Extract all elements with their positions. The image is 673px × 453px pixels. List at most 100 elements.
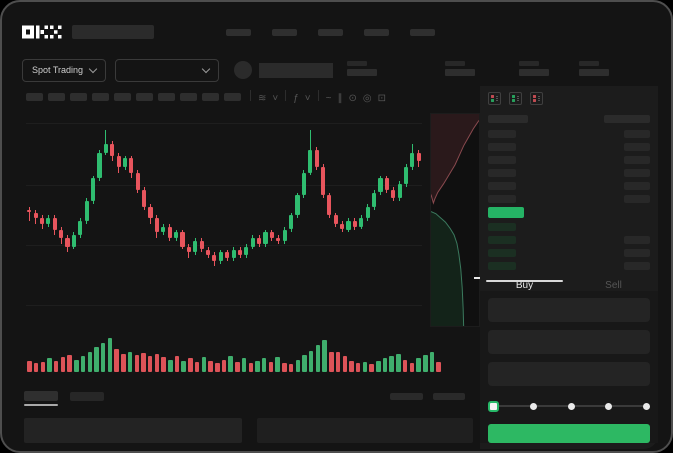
candle-body (333, 215, 338, 224)
market-type-selector[interactable]: Spot Trading (22, 58, 107, 82)
amount-input-placeholder[interactable] (488, 330, 650, 354)
orderbook-ask-row[interactable] (488, 166, 650, 179)
orderbook-ask-row[interactable] (488, 179, 650, 192)
volume-bar (194, 361, 200, 372)
tab-buy[interactable]: Buy (480, 280, 569, 291)
orderbook-ask-row[interactable] (488, 192, 650, 205)
slider-stop[interactable] (643, 402, 650, 410)
nav-item-placeholder[interactable] (364, 28, 389, 36)
ask-amount-placeholder (624, 168, 650, 177)
bottom-tab-placeholder[interactable] (70, 392, 104, 401)
line-tool-icon[interactable]: ~ (325, 93, 332, 104)
orderbook-bid-row[interactable] (488, 233, 650, 246)
volume-bar (302, 355, 307, 372)
bottom-action-placeholder[interactable] (433, 393, 465, 400)
candle-body (314, 149, 319, 167)
settings-icon[interactable]: ◎ (362, 93, 372, 104)
candle-body (186, 246, 191, 253)
orderbook-ask-row[interactable] (488, 140, 650, 153)
timeframe-placeholder[interactable] (92, 93, 109, 101)
orders-panel-placeholder (24, 418, 242, 443)
nav-item-placeholder[interactable] (272, 28, 297, 36)
candle-body (391, 189, 396, 199)
market-stat-placeholder (445, 61, 475, 76)
last-price-marker (474, 277, 483, 280)
slider-handle[interactable] (488, 400, 499, 412)
pair-name-placeholder (259, 62, 334, 78)
candle-style-icon[interactable]: ≋ (258, 93, 267, 104)
icon-top-segment (512, 95, 515, 98)
candlestick-chart[interactable] (26, 110, 422, 332)
timeframe-placeholder[interactable] (158, 93, 175, 101)
draw-tools-icon[interactable]: ∥ (337, 93, 343, 104)
volume-bar (396, 353, 401, 372)
tab-sell[interactable]: Sell (605, 280, 622, 291)
orderbook-bid-row[interactable] (488, 259, 650, 272)
timeframe-placeholder[interactable] (26, 93, 43, 101)
bottom-action-placeholder[interactable] (390, 393, 423, 400)
total-input-placeholder[interactable] (488, 362, 650, 386)
timeframe-placeholder[interactable] (180, 93, 197, 101)
volume-bar (94, 347, 99, 372)
volume-bar (161, 357, 166, 372)
icon-colorbar (533, 95, 536, 102)
chevron-down-icon[interactable]: ˅ (272, 93, 279, 104)
candle-body (212, 255, 217, 261)
timeframe-placeholder[interactable] (114, 93, 131, 101)
timeframe-placeholder[interactable] (48, 93, 65, 101)
volume-bar (275, 357, 280, 372)
candle-body (78, 221, 83, 236)
screenshot-icon[interactable]: ⊙ (348, 93, 357, 104)
amount-slider[interactable] (488, 398, 650, 414)
orderbook-bids (488, 220, 650, 272)
orderbook-asks-icon[interactable] (530, 92, 543, 105)
volume-bar (241, 358, 247, 372)
ask-amount-placeholder (624, 181, 650, 190)
orderbook-bids-icon[interactable] (509, 92, 522, 105)
volume-bar (121, 353, 126, 372)
indicators-icon[interactable]: ƒ (293, 93, 299, 104)
nav-item-placeholder[interactable] (318, 28, 343, 36)
volume-bar (288, 364, 294, 372)
volume-bar (261, 358, 267, 372)
candle-wick (28, 206, 30, 221)
buy-submit-button[interactable] (488, 424, 650, 443)
orderbook-view-toggles (488, 92, 650, 105)
slider-stop[interactable] (605, 402, 613, 410)
slider-stop[interactable] (567, 402, 575, 410)
chevron-down-icon[interactable]: ˅ (304, 93, 311, 104)
candle-body (250, 238, 255, 247)
nav-item-placeholder[interactable] (410, 28, 435, 36)
timeframe-placeholder[interactable] (70, 93, 87, 101)
volume-bar (134, 355, 139, 372)
timeframe-placeholder[interactable] (224, 93, 241, 101)
last-price-badge[interactable] (488, 207, 524, 218)
nav-item-placeholder[interactable] (226, 28, 251, 36)
orderbook-bid-row[interactable] (488, 220, 650, 233)
depth-bids-area (431, 211, 464, 326)
orderbook-bid-row[interactable] (488, 246, 650, 259)
orderbook-ask-row[interactable] (488, 153, 650, 166)
timeframe-placeholder[interactable] (202, 93, 219, 101)
volume-bar (355, 362, 361, 372)
price-input-placeholder[interactable] (488, 298, 650, 322)
ask-price-placeholder (488, 194, 516, 203)
orderbook-ask-row[interactable] (488, 127, 650, 140)
orders-panel-placeholder (257, 418, 473, 443)
volume-bar (201, 357, 207, 372)
volume-bar (215, 362, 220, 372)
chart-gridline (26, 305, 422, 307)
depth-bids-area-edge (431, 212, 464, 326)
fullscreen-icon[interactable]: ⊡ (377, 93, 386, 104)
pair-selector[interactable] (115, 58, 220, 82)
last-price-row (488, 207, 650, 218)
icon-line (538, 98, 540, 99)
orderbook-both-icon[interactable] (488, 92, 501, 105)
volume-bar (329, 351, 334, 372)
timeframe-placeholder[interactable] (136, 93, 153, 101)
bottom-tab-active-placeholder[interactable] (24, 391, 58, 401)
volume-bar (87, 351, 92, 372)
slider-stop[interactable] (529, 402, 537, 410)
icon-line (517, 100, 519, 101)
candle-body (161, 226, 166, 233)
